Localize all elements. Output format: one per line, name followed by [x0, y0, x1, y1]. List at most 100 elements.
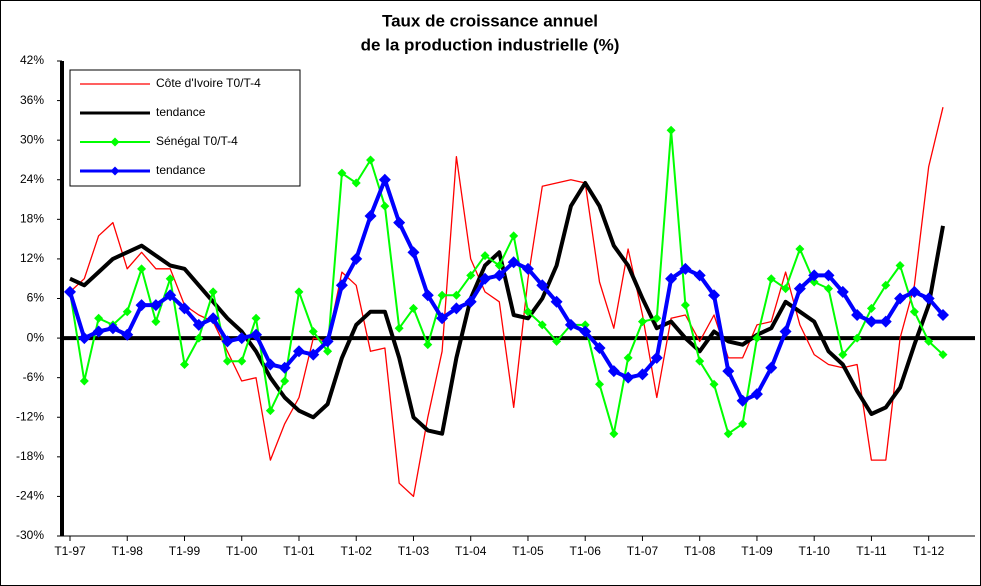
- series-marker: [579, 325, 592, 338]
- series-marker: [509, 231, 519, 241]
- series-marker: [423, 340, 433, 350]
- x-tick-label: T1-07: [627, 544, 659, 558]
- series-marker: [408, 303, 418, 313]
- series-marker: [736, 394, 749, 407]
- x-tick-label: T1-09: [741, 544, 773, 558]
- series-marker: [564, 318, 577, 331]
- series-marker: [164, 289, 177, 302]
- series-marker: [894, 292, 907, 305]
- series-marker: [609, 429, 619, 439]
- series-marker: [938, 350, 948, 360]
- series-marker: [264, 358, 277, 371]
- series-marker: [480, 251, 490, 261]
- series-marker: [679, 262, 692, 275]
- series-marker: [665, 272, 678, 285]
- y-tick-label: -12%: [16, 409, 44, 423]
- series-marker: [106, 322, 119, 335]
- x-tick-label: T1-10: [799, 544, 831, 558]
- series-marker: [680, 300, 690, 310]
- series-marker: [879, 315, 892, 328]
- series-marker: [178, 302, 191, 315]
- series-marker: [552, 336, 562, 346]
- series-marker: [307, 348, 320, 361]
- series-line: [68, 177, 945, 403]
- series-marker: [208, 287, 218, 297]
- series-marker: [378, 173, 391, 186]
- legend-label: tendance: [156, 163, 206, 177]
- series-marker: [493, 269, 506, 282]
- series-marker: [752, 333, 762, 343]
- series-line: [69, 107, 944, 498]
- legend-box: [69, 69, 301, 187]
- series-marker: [350, 252, 363, 265]
- series-marker: [593, 341, 606, 354]
- series-marker: [294, 287, 304, 297]
- series-marker: [795, 244, 805, 254]
- series-marker: [451, 290, 461, 300]
- series-marker: [607, 365, 620, 378]
- chart-title: de la production industrielle (%): [361, 35, 620, 54]
- y-tick-label: 24%: [20, 172, 44, 186]
- series-marker: [464, 295, 477, 308]
- x-tick-label: T1-12: [913, 544, 945, 558]
- series-marker: [466, 270, 476, 280]
- legend-label: Côte d'Ivoire T0/T-4: [156, 76, 261, 90]
- series-marker: [838, 350, 848, 360]
- y-tick-label: 0%: [27, 330, 45, 344]
- y-tick-label: 42%: [20, 53, 44, 67]
- series-marker: [793, 282, 806, 295]
- series-marker: [866, 303, 876, 313]
- series-marker: [421, 289, 434, 302]
- series-marker: [851, 308, 864, 321]
- series-marker: [250, 328, 263, 341]
- x-tick-label: T1-98: [112, 544, 144, 558]
- series-marker: [292, 345, 305, 358]
- series-marker: [895, 261, 905, 271]
- series-marker: [750, 388, 763, 401]
- series-marker: [709, 379, 719, 389]
- series-marker: [881, 280, 891, 290]
- series-marker: [278, 361, 291, 374]
- series-marker: [708, 289, 721, 302]
- series-marker: [364, 210, 377, 223]
- series-marker: [650, 351, 663, 364]
- x-tick-label: T1-06: [570, 544, 602, 558]
- series-marker: [64, 285, 76, 298]
- series-marker: [308, 326, 318, 336]
- series-marker: [337, 168, 347, 178]
- series-marker: [79, 376, 89, 386]
- legend-label: Sénégal T0/T-4: [156, 134, 238, 148]
- series-marker: [652, 313, 662, 323]
- x-tick-label: T1-11: [856, 544, 887, 558]
- series-marker: [194, 333, 204, 343]
- series-marker: [637, 317, 647, 327]
- series-marker: [623, 353, 633, 363]
- y-tick-label: 18%: [20, 212, 44, 226]
- series-marker: [437, 290, 447, 300]
- series-marker: [924, 336, 934, 346]
- legend-marker: [110, 137, 120, 147]
- series-marker: [738, 419, 748, 429]
- y-tick-label: 6%: [27, 291, 45, 305]
- series-marker: [151, 317, 161, 327]
- series-marker: [494, 261, 504, 271]
- legend-label: tendance: [156, 105, 206, 119]
- x-tick-label: T1-04: [455, 544, 487, 558]
- series-marker: [808, 269, 821, 282]
- y-tick-label: -18%: [16, 449, 44, 463]
- series-marker: [179, 359, 189, 369]
- series-marker: [436, 312, 449, 325]
- x-tick-label: T1-00: [226, 544, 258, 558]
- series-marker: [92, 325, 105, 338]
- series-marker: [922, 292, 935, 305]
- y-tick-label: -24%: [16, 489, 44, 503]
- series-marker: [237, 356, 247, 366]
- x-tick-label: T1-99: [169, 544, 201, 558]
- series-marker: [394, 323, 404, 333]
- series-marker: [165, 274, 175, 284]
- series-marker: [523, 307, 533, 317]
- series-marker: [280, 376, 290, 386]
- series-marker: [222, 356, 232, 366]
- series-marker: [937, 308, 949, 321]
